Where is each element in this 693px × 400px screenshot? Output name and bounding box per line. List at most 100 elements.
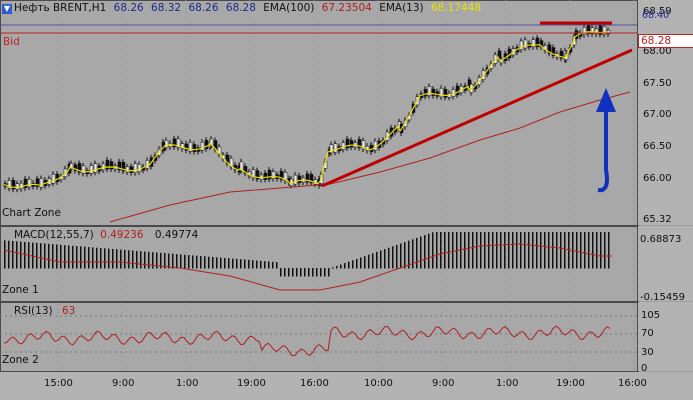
time-axis[interactable] xyxy=(0,372,693,400)
candle-body xyxy=(35,178,40,187)
macd-bar xyxy=(304,268,306,277)
macd-bar xyxy=(320,268,322,277)
candle-body xyxy=(89,165,94,174)
macd-bar xyxy=(540,232,542,269)
price-tick: 67.50 xyxy=(643,78,672,89)
candle-body xyxy=(251,169,256,179)
macd-bar xyxy=(112,248,114,269)
macd-bar xyxy=(172,253,174,269)
time-tick: 1:00 xyxy=(176,378,199,389)
macd-bar xyxy=(276,262,278,269)
time-tick: 10:00 xyxy=(364,378,393,389)
time-tick: 9:00 xyxy=(432,378,455,389)
macd-bar xyxy=(268,261,270,269)
macd-bar xyxy=(256,260,258,269)
macd-bar xyxy=(584,232,586,269)
macd-bar xyxy=(232,258,234,269)
macd-bar xyxy=(164,253,166,269)
candle-body xyxy=(535,37,540,48)
macd-bar xyxy=(444,232,446,269)
candle-body xyxy=(271,171,276,179)
macd-bar xyxy=(260,260,262,269)
macd-axis[interactable] xyxy=(637,226,693,301)
high-value: 68.32 xyxy=(151,2,182,14)
macd-bar xyxy=(244,259,246,269)
candle-body xyxy=(283,172,288,182)
candle-body xyxy=(11,180,16,190)
macd-bar xyxy=(16,241,18,269)
candle-body xyxy=(333,143,338,153)
candle-body xyxy=(263,172,268,180)
candle-body xyxy=(188,141,193,152)
candle-body xyxy=(267,169,272,180)
candle-body xyxy=(93,163,98,173)
macd-bar xyxy=(536,232,538,269)
zone1-label: Zone 1 xyxy=(2,284,39,296)
macd-bar xyxy=(60,244,62,269)
macd-bar xyxy=(412,239,414,269)
symbol-label: Нефть BRENT,H1 xyxy=(14,2,107,14)
rsi-tick: 70 xyxy=(641,328,654,339)
candle-body xyxy=(547,44,552,54)
macd-bar xyxy=(128,250,130,269)
macd-bar xyxy=(48,243,50,269)
candle-body xyxy=(349,140,354,148)
macd-bar xyxy=(452,232,454,269)
candle-body xyxy=(164,140,169,148)
macd-bar xyxy=(92,247,94,269)
candle-body xyxy=(423,89,428,97)
rsi-axis[interactable] xyxy=(637,302,693,371)
macd-bar xyxy=(380,250,382,269)
macd-value-2: 0.49774 xyxy=(154,229,199,241)
macd-bar xyxy=(588,232,590,269)
macd-bar xyxy=(192,255,194,269)
macd-bar xyxy=(436,232,438,269)
close-value: 68.28 xyxy=(225,2,256,14)
macd-bar xyxy=(372,253,374,269)
current-price-tag: 68.28 xyxy=(638,34,693,48)
macd-bar xyxy=(524,232,526,269)
macd-bar xyxy=(284,268,286,277)
macd-bar xyxy=(500,232,502,269)
macd-bar xyxy=(328,268,330,277)
candle-body xyxy=(582,27,587,35)
macd-bar xyxy=(84,246,86,269)
macd-bar xyxy=(220,257,222,269)
macd-bar xyxy=(488,232,490,269)
macd-bar xyxy=(504,232,506,269)
macd-bar xyxy=(148,251,150,269)
candle-body xyxy=(200,142,205,151)
macd-tick: 0.68873 xyxy=(640,234,682,245)
price-tick: 67.00 xyxy=(643,109,672,120)
rsi-label: RSI(13) xyxy=(14,305,53,317)
macd-bar xyxy=(316,268,318,277)
macd-bar xyxy=(396,244,398,269)
macd-bar xyxy=(212,256,214,269)
macd-bar xyxy=(428,233,430,269)
candle-body xyxy=(77,163,82,173)
candle-body xyxy=(176,138,181,148)
candle-body xyxy=(598,25,603,35)
macd-bar xyxy=(104,248,106,269)
macd-bar xyxy=(296,268,298,277)
rsi-pane[interactable] xyxy=(0,302,639,372)
macd-bar xyxy=(68,245,70,269)
macd-bar xyxy=(432,232,434,269)
macd-bar xyxy=(556,232,558,269)
macd-bar xyxy=(476,232,478,269)
macd-bar xyxy=(24,241,26,269)
macd-bar xyxy=(528,232,530,269)
up-arrow-head-icon xyxy=(596,88,616,112)
ema100-value: 67.23504 xyxy=(321,2,372,14)
price-tick: 68.00 xyxy=(643,46,672,57)
macd-bar xyxy=(404,242,406,269)
rsi-tick: 105 xyxy=(641,310,661,321)
macd-bar xyxy=(440,232,442,269)
macd-bar xyxy=(560,232,562,269)
macd-bar xyxy=(408,240,410,269)
candle-body xyxy=(184,143,189,151)
macd-bar xyxy=(132,250,134,269)
high-price-tag: 68.40 xyxy=(642,10,670,21)
time-tick: 19:00 xyxy=(237,378,266,389)
macd-bar xyxy=(52,244,54,269)
